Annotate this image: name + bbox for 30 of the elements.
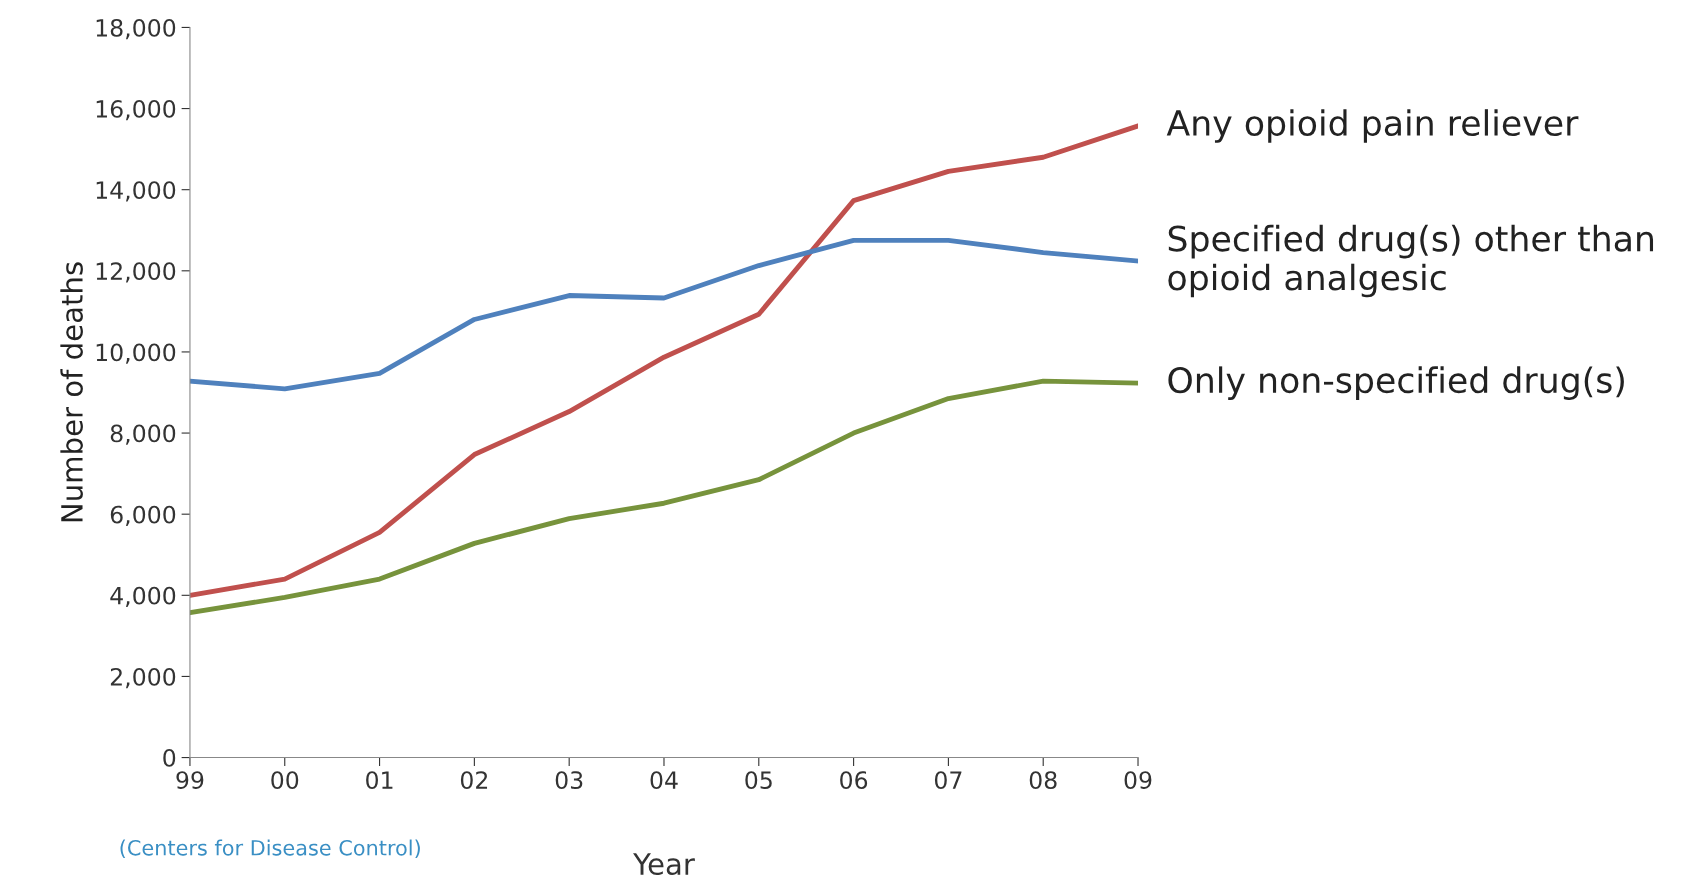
line-series	[189, 123, 1139, 598]
y-tick-label: 8,000	[110, 424, 176, 445]
x-tick-label: 01	[366, 771, 393, 790]
y-tick-label: 16,000	[96, 100, 176, 121]
y-tick-label: 0	[163, 749, 176, 767]
y-tick-label: 18,000	[96, 18, 176, 40]
x-tick-label: 99	[176, 771, 204, 790]
x-tick-label: 05	[745, 771, 772, 790]
line-series	[189, 237, 1139, 392]
y-tick-label: 12,000	[96, 262, 176, 283]
x-tick-label: 03	[555, 771, 583, 790]
x-tick-label: 08	[1029, 771, 1057, 790]
line-series	[189, 378, 1139, 616]
series-label: Any opioid pain reliever	[1166, 109, 1579, 143]
y-tick-label: 10,000	[96, 343, 176, 364]
x-tick-label: 07	[934, 771, 962, 790]
x-tick-label: 06	[840, 771, 868, 790]
text: (Centers for Disease Control)	[120, 839, 420, 859]
series-label: Specified drug(s) other than opioid analgesic	[1168, 224, 1654, 298]
x-tick-label: 00	[271, 771, 299, 790]
y-axis-title: Number of deaths	[60, 262, 83, 522]
y-tick-label: 6,000	[110, 505, 176, 526]
x-tick-label: 04	[650, 771, 678, 790]
x-axis-title: Year	[633, 853, 695, 876]
y-tick-label: 14,000	[96, 181, 176, 202]
y-tick-label: 4,000	[110, 586, 176, 608]
series-label: Only non-specified drug(s)	[1168, 366, 1624, 400]
x-tick-label: 09	[1124, 771, 1152, 790]
y-tick-label: 2,000	[110, 667, 176, 689]
x-tick-label: 02	[460, 771, 488, 790]
